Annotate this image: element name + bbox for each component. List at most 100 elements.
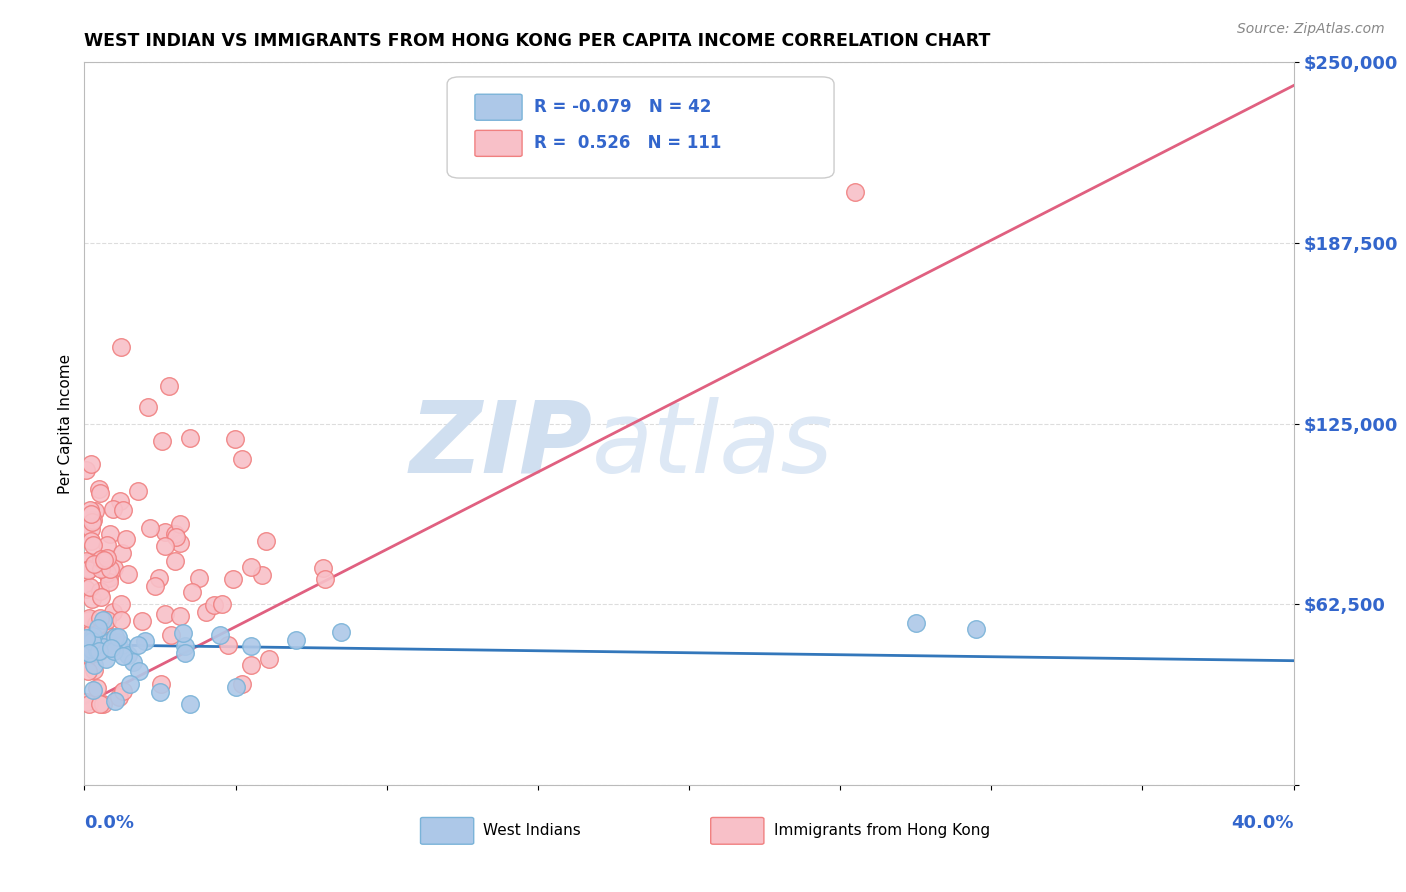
Point xyxy=(965,622,987,636)
Point xyxy=(165,530,187,544)
Text: WEST INDIAN VS IMMIGRANTS FROM HONG KONG PER CAPITA INCOME CORRELATION CHART: WEST INDIAN VS IMMIGRANTS FROM HONG KONG… xyxy=(84,32,991,50)
Point xyxy=(80,457,103,471)
Point xyxy=(138,401,160,415)
FancyBboxPatch shape xyxy=(475,130,522,156)
Text: ZIP: ZIP xyxy=(409,397,592,494)
Point xyxy=(89,610,111,624)
Text: 0.0%: 0.0% xyxy=(84,814,135,832)
Point xyxy=(91,697,114,711)
Point xyxy=(153,539,176,553)
Point xyxy=(110,597,132,611)
Point xyxy=(314,572,336,586)
Point xyxy=(76,563,98,577)
Point xyxy=(174,646,197,660)
Point xyxy=(84,616,107,631)
Point xyxy=(239,658,262,673)
Point xyxy=(86,620,108,634)
Point xyxy=(211,597,233,611)
Point xyxy=(160,628,183,642)
Point xyxy=(111,638,134,652)
Point xyxy=(75,556,97,570)
Point xyxy=(96,613,118,627)
Point xyxy=(79,503,101,517)
Point xyxy=(127,484,149,499)
Point xyxy=(89,644,111,658)
Text: Immigrants from Hong Kong: Immigrants from Hong Kong xyxy=(773,823,990,838)
FancyBboxPatch shape xyxy=(420,817,474,844)
Point xyxy=(150,434,173,449)
Point xyxy=(104,694,127,708)
Point xyxy=(91,613,114,627)
Point xyxy=(254,534,277,549)
Point xyxy=(87,643,110,657)
Point xyxy=(110,613,132,627)
Point xyxy=(93,640,115,654)
Point xyxy=(80,515,103,529)
Point xyxy=(169,608,191,623)
Point xyxy=(75,696,97,710)
Point xyxy=(82,634,104,648)
Point xyxy=(169,516,191,531)
Point xyxy=(904,616,927,631)
Text: 40.0%: 40.0% xyxy=(1232,814,1294,832)
Point xyxy=(75,463,97,477)
Text: West Indians: West Indians xyxy=(484,823,581,838)
Point xyxy=(163,554,186,568)
Point xyxy=(163,526,186,541)
Point xyxy=(110,340,132,354)
Point xyxy=(111,648,134,663)
Point xyxy=(96,566,118,580)
Point xyxy=(93,553,115,567)
Point xyxy=(173,639,195,653)
Point xyxy=(252,568,274,582)
Point xyxy=(134,634,156,648)
Point xyxy=(75,565,97,579)
Point xyxy=(111,546,134,560)
Point xyxy=(77,613,100,627)
Point xyxy=(145,579,167,593)
Point xyxy=(103,644,125,658)
Point xyxy=(98,562,121,576)
Text: R = -0.079   N = 42: R = -0.079 N = 42 xyxy=(534,98,711,116)
Point xyxy=(80,523,103,537)
Point xyxy=(80,642,103,657)
Point xyxy=(90,590,112,604)
Point xyxy=(108,690,131,704)
Text: atlas: atlas xyxy=(592,397,834,494)
Point xyxy=(148,571,170,585)
Point xyxy=(87,617,110,632)
Point xyxy=(231,452,253,467)
Point xyxy=(240,559,263,574)
FancyBboxPatch shape xyxy=(710,817,763,844)
Point xyxy=(110,494,132,508)
Point xyxy=(98,575,121,590)
Point xyxy=(217,638,239,652)
Point xyxy=(96,628,118,642)
Point xyxy=(83,664,105,678)
Point xyxy=(96,538,118,552)
Point xyxy=(153,525,176,540)
Point xyxy=(112,503,135,517)
Point xyxy=(150,677,173,691)
Point xyxy=(202,598,225,612)
Point xyxy=(139,521,162,535)
Point xyxy=(77,611,100,625)
Point xyxy=(103,561,125,575)
Point xyxy=(89,697,111,711)
Point xyxy=(77,646,100,660)
Point xyxy=(118,677,141,691)
Point xyxy=(79,648,101,663)
Point xyxy=(101,501,124,516)
Point xyxy=(93,617,115,632)
Point xyxy=(80,507,103,521)
Point xyxy=(117,648,139,662)
Point xyxy=(114,532,136,546)
Point xyxy=(98,526,121,541)
Point xyxy=(82,591,104,606)
Point xyxy=(96,566,118,581)
Point xyxy=(179,431,201,445)
Point xyxy=(239,639,262,653)
Point xyxy=(312,561,335,575)
Point xyxy=(79,580,101,594)
Point xyxy=(90,552,112,566)
